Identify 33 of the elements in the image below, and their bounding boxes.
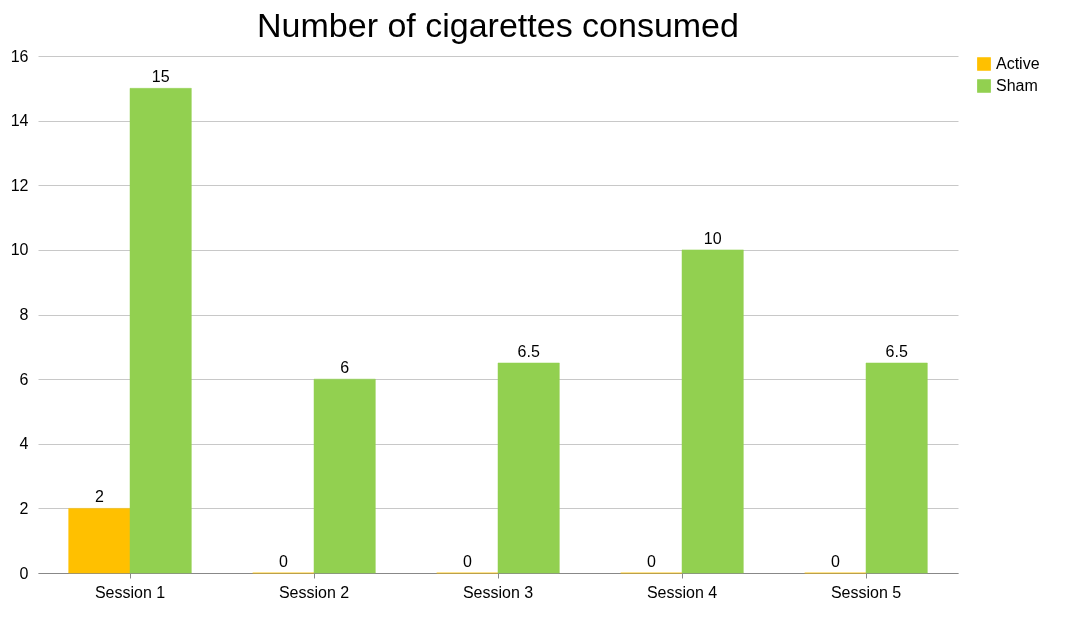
- bar: [313, 378, 376, 574]
- data-label: 0: [646, 553, 656, 570]
- x-tick-label: Session 3: [462, 583, 534, 601]
- x-tick-label: Session 4: [646, 583, 718, 601]
- x-tick-label: Session 1: [94, 583, 166, 601]
- bar: [681, 249, 744, 574]
- y-tick-label: 10: [10, 241, 29, 259]
- legend-label: Active: [996, 55, 1040, 72]
- y-tick-label: 4: [19, 435, 29, 453]
- legend-label: Sham: [996, 77, 1038, 94]
- data-label: 0: [462, 553, 472, 570]
- y-tick-label: 8: [19, 306, 29, 323]
- y-tick-label: 12: [10, 176, 29, 194]
- data-label: 15: [151, 68, 170, 86]
- x-tick-label: Session 5: [830, 583, 902, 601]
- y-tick-label: 16: [10, 47, 29, 65]
- y-tick-label: 14: [10, 112, 29, 130]
- data-label: 0: [830, 553, 840, 570]
- bar: [68, 508, 131, 574]
- chart-title: Number of cigarettes consumed: [257, 6, 739, 44]
- data-label: 6.5: [885, 342, 908, 360]
- data-label: 10: [703, 229, 722, 247]
- x-tick-label: Session 2: [278, 583, 350, 601]
- data-label: 2: [94, 488, 104, 506]
- data-label: 6: [340, 359, 350, 377]
- y-tick-label: 6: [19, 370, 29, 388]
- y-tick-label: 0: [19, 564, 29, 582]
- y-tick-label: 2: [19, 499, 29, 517]
- bar: [129, 88, 192, 574]
- data-label: 6.5: [517, 342, 540, 360]
- bar: [497, 362, 560, 574]
- data-label: 0: [278, 553, 288, 570]
- bar: [865, 362, 928, 574]
